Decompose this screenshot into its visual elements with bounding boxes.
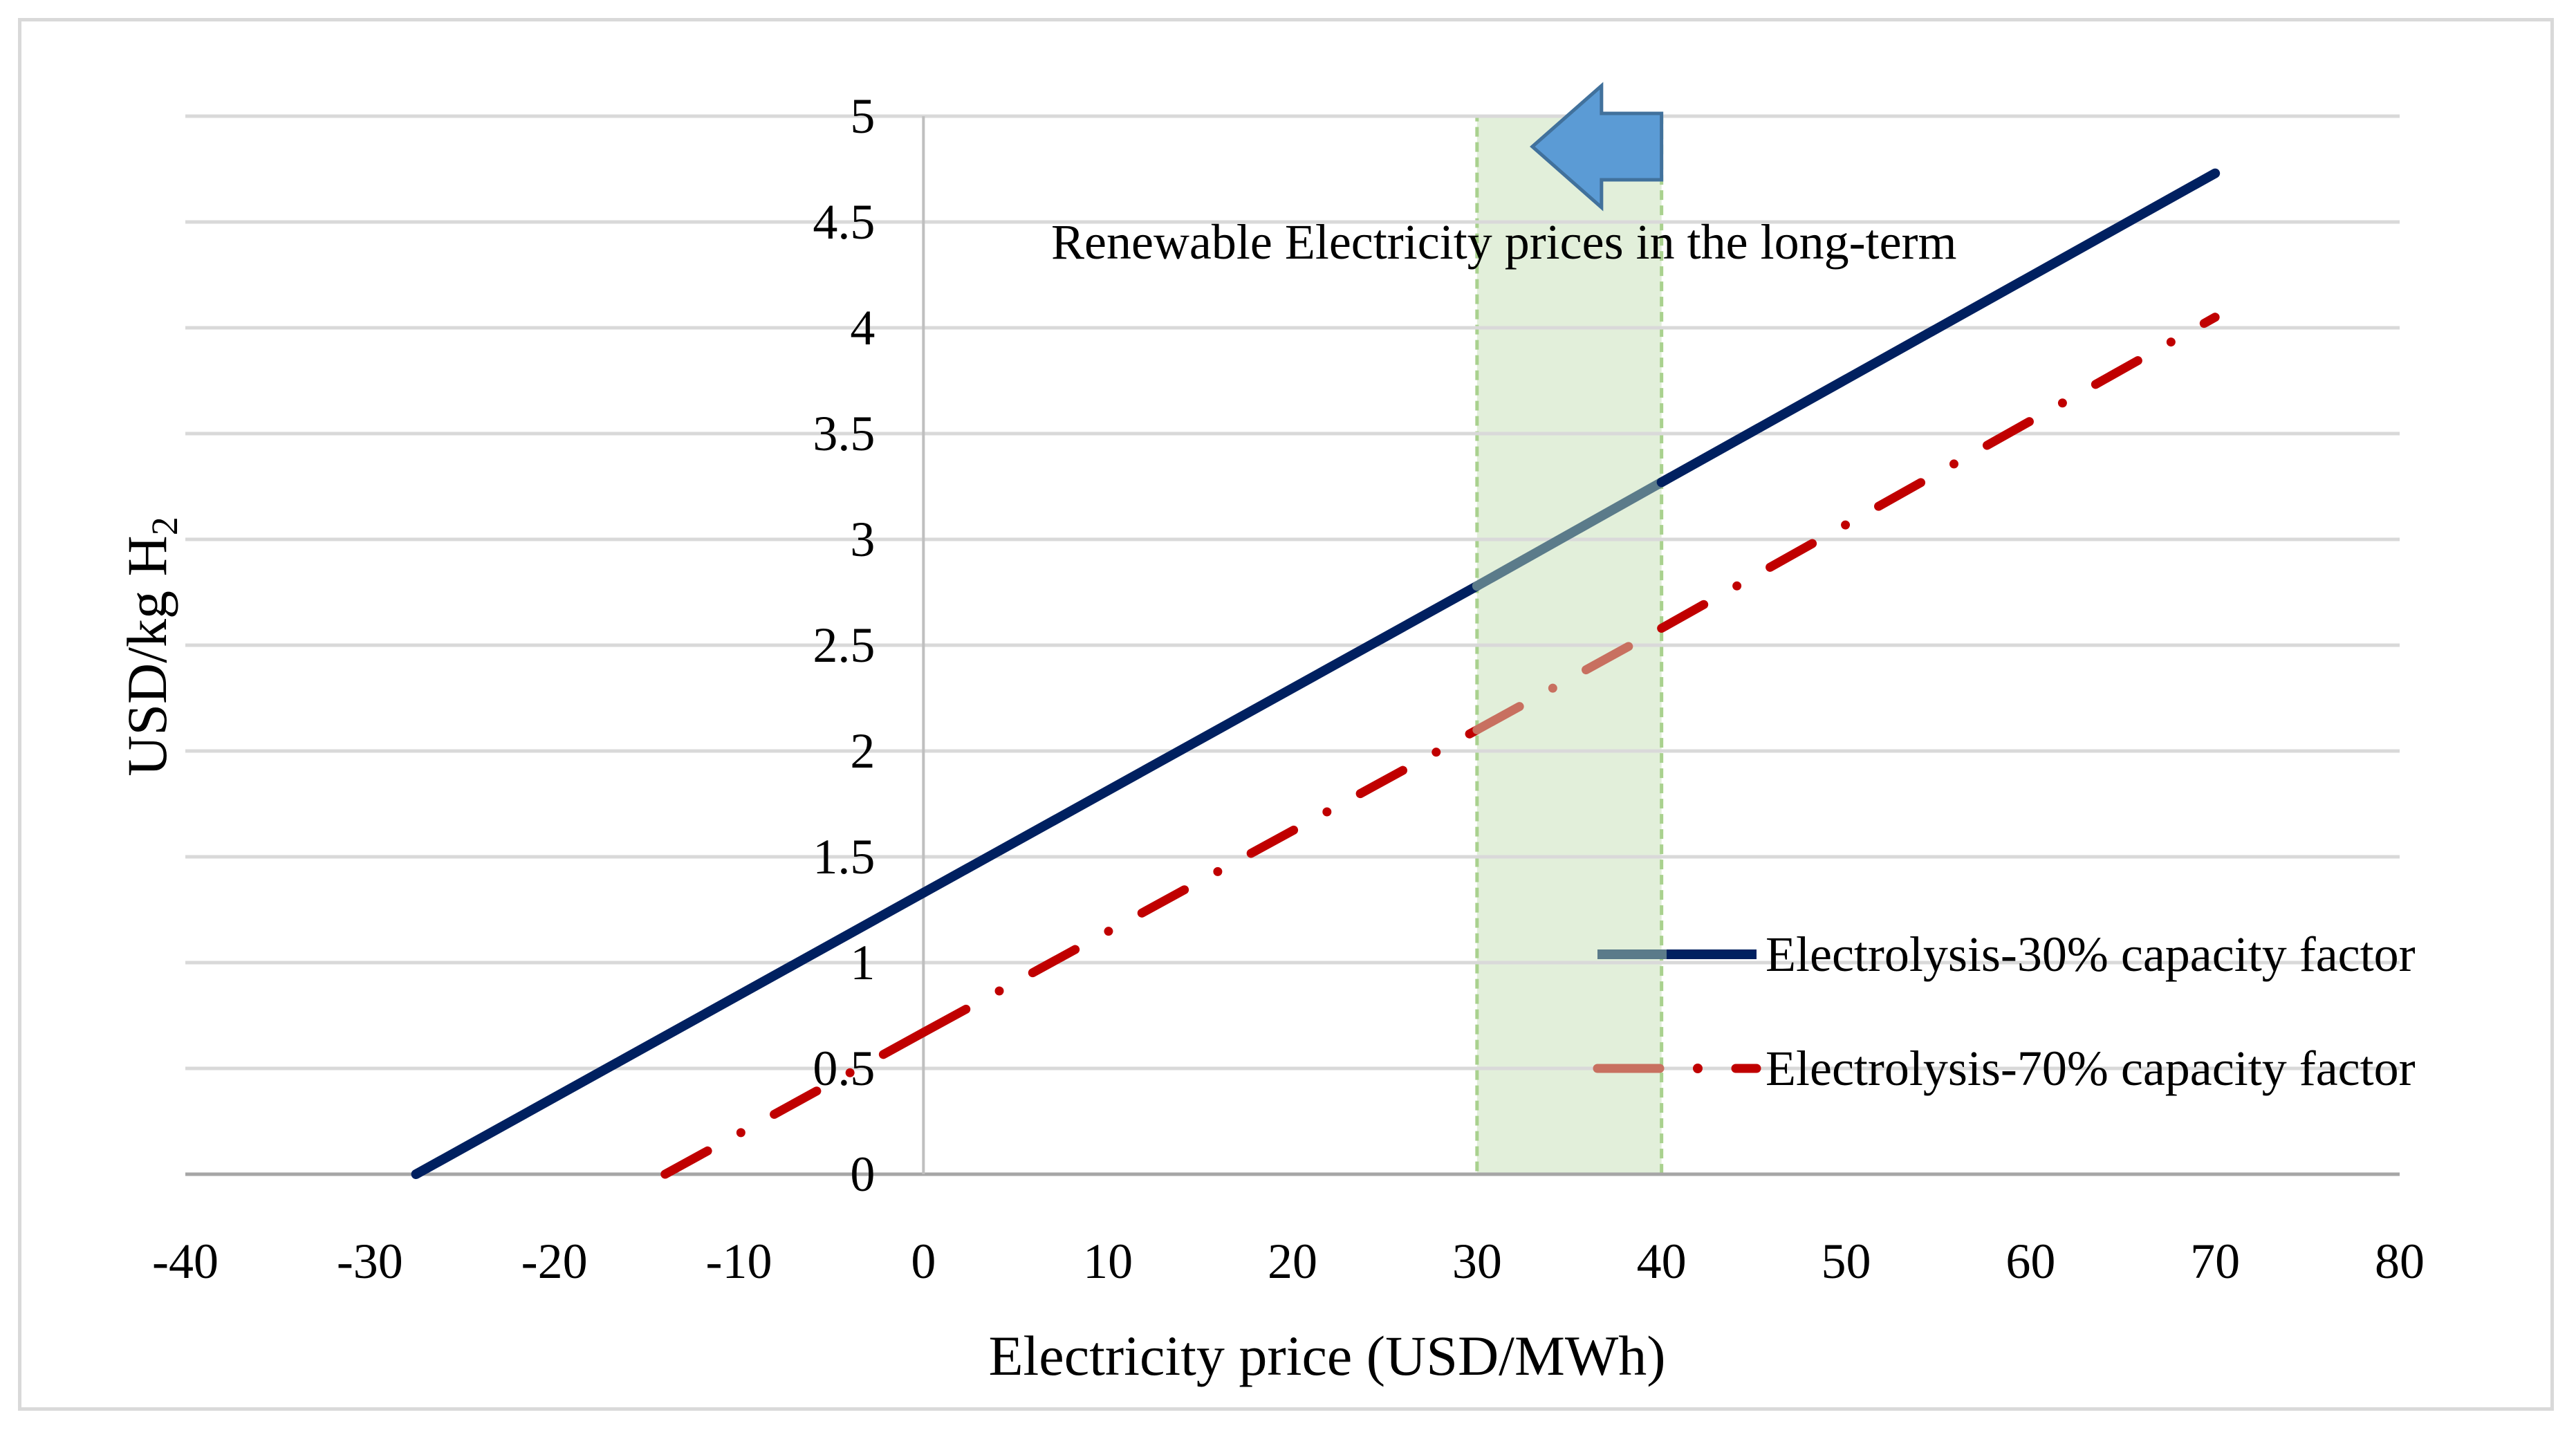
y-tick-label: 3 <box>850 512 875 567</box>
series-line-2 <box>918 725 1482 1037</box>
series-line-2 <box>1472 624 1667 734</box>
series-line-2 <box>660 1028 928 1179</box>
x-tick-label: 20 <box>1268 1234 1317 1289</box>
legend-swatch-dot <box>1693 1064 1703 1073</box>
series-line-1 <box>411 888 929 1179</box>
series-line-1 <box>1656 168 2221 488</box>
series-line-1 <box>918 581 1482 898</box>
x-tick-label: 60 <box>2005 1234 2055 1289</box>
series-line-2 <box>1657 313 2220 633</box>
y-tick-label: 0.5 <box>813 1041 875 1096</box>
y-axis-title: USD/kg H2 <box>115 517 185 777</box>
legend-label-2: Electrolysis-70% capacity factor <box>1766 1041 2416 1096</box>
y-tick-label: 2.5 <box>813 618 875 673</box>
chart-frame <box>18 18 2554 1411</box>
x-tick-label: 40 <box>1637 1234 1687 1289</box>
band-annotation: Renewable Electricity prices in the long… <box>1051 214 1957 270</box>
y-tick-label: 0 <box>850 1147 875 1202</box>
y-tick-label: 4.5 <box>813 194 875 250</box>
x-tick-label: -10 <box>706 1234 772 1289</box>
x-tick-label: -40 <box>152 1234 219 1289</box>
y-tick-label: 1.5 <box>813 829 875 884</box>
x-tick-label: 70 <box>2190 1234 2240 1289</box>
x-axis-title: Electricity price (USD/MWh) <box>988 1324 1665 1387</box>
y-tick-label: 2 <box>850 723 875 779</box>
x-tick-label: 0 <box>911 1234 936 1289</box>
y-tick-label: 4 <box>850 300 875 355</box>
y-tick-label: 5 <box>850 89 875 144</box>
left-arrow-icon <box>1530 82 1664 212</box>
legend-label-1: Electrolysis-30% capacity factor <box>1766 927 2416 982</box>
x-tick-label: 10 <box>1083 1234 1133 1289</box>
x-tick-label: 30 <box>1452 1234 1502 1289</box>
x-tick-label: -30 <box>337 1234 403 1289</box>
x-tick-label: -20 <box>521 1234 588 1289</box>
x-tick-label: 80 <box>2375 1234 2425 1289</box>
series-line-1 <box>1472 477 1667 591</box>
y-tick-label: 3.5 <box>813 406 875 461</box>
x-tick-label: 50 <box>1822 1234 1871 1289</box>
y-tick-label: 1 <box>850 935 875 990</box>
